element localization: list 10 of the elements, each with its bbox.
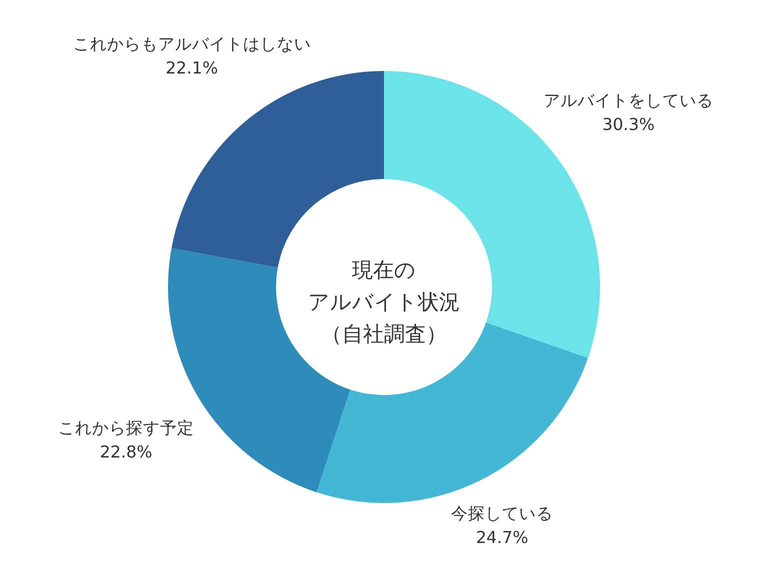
data-label: 30.3% — [602, 114, 655, 134]
slice-label: これから探す予定 — [58, 418, 194, 437]
slice-label: これからもアルバイトはしない — [72, 34, 311, 54]
slice-label: 今探している — [451, 504, 554, 523]
text: 現在のアルバイト状況（自社調査） — [308, 258, 460, 346]
donut-slice — [316, 322, 588, 503]
slice-label: アルバイトをしている — [544, 90, 714, 110]
data-label: 22.8% — [100, 442, 152, 461]
data-label: 22.1% — [166, 58, 218, 78]
data-label: 24.7% — [476, 528, 528, 547]
